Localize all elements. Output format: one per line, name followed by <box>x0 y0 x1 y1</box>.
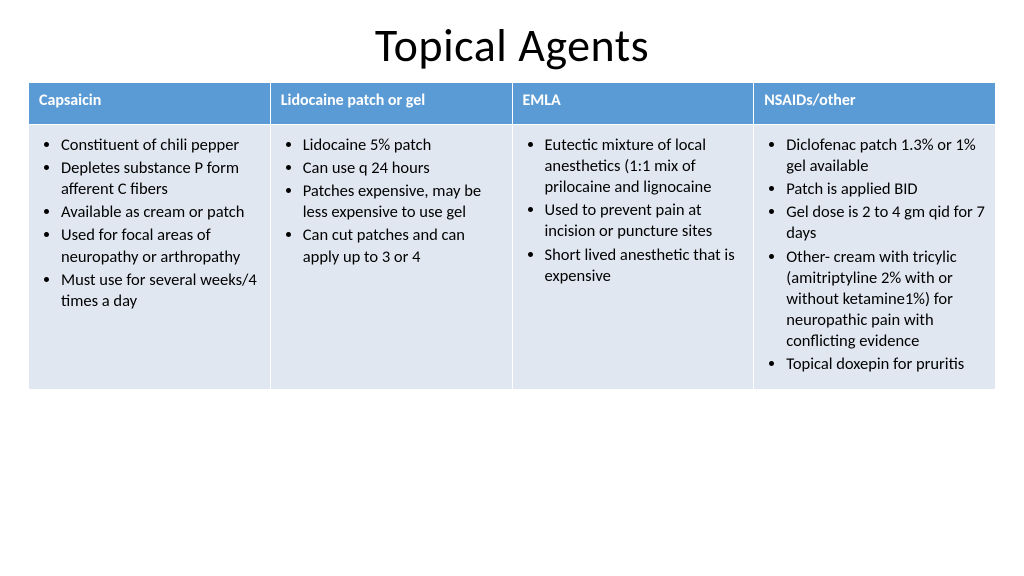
col-header-capsaicin: Capsaicin <box>29 83 271 125</box>
cell-lidocaine: Lidocaine 5% patch Can use q 24 hours Pa… <box>270 125 512 390</box>
cell-capsaicin: Constituent of chili pepper Depletes sub… <box>29 125 271 390</box>
cell-emla: Eutectic mixture of local anesthetics (1… <box>512 125 754 390</box>
bullet-item: Eutectic mixture of local anesthetics (1… <box>545 135 746 198</box>
col-header-nsaids: NSAIDs/other <box>754 83 996 125</box>
slide: Topical Agents Capsaicin Lidocaine patch… <box>0 0 1024 576</box>
bullet-item: Constituent of chili pepper <box>61 135 262 156</box>
bullet-list: Constituent of chili pepper Depletes sub… <box>37 135 262 312</box>
bullet-item: Diclofenac patch 1.3% or 1% gel availabl… <box>786 135 987 177</box>
bullet-item: Can use q 24 hours <box>303 158 504 179</box>
col-header-emla: EMLA <box>512 83 754 125</box>
table-body-row: Constituent of chili pepper Depletes sub… <box>29 125 996 390</box>
page-title: Topical Agents <box>28 18 996 74</box>
bullet-list: Lidocaine 5% patch Can use q 24 hours Pa… <box>279 135 504 268</box>
bullet-list: Diclofenac patch 1.3% or 1% gel availabl… <box>762 135 987 375</box>
bullet-item: Used to prevent pain at incision or punc… <box>545 200 746 242</box>
col-header-lidocaine: Lidocaine patch or gel <box>270 83 512 125</box>
bullet-item: Patch is applied BID <box>786 179 987 200</box>
bullet-item: Available as cream or patch <box>61 202 262 223</box>
table-header-row: Capsaicin Lidocaine patch or gel EMLA NS… <box>29 83 996 125</box>
topical-agents-table: Capsaicin Lidocaine patch or gel EMLA NS… <box>28 82 996 390</box>
bullet-item: Used for focal areas of neuropathy or ar… <box>61 225 262 267</box>
cell-nsaids: Diclofenac patch 1.3% or 1% gel availabl… <box>754 125 996 390</box>
bullet-item: Depletes substance P form afferent C fib… <box>61 158 262 200</box>
bullet-list: Eutectic mixture of local anesthetics (1… <box>521 135 746 287</box>
bullet-item: Topical doxepin for pruritis <box>786 354 987 375</box>
bullet-item: Short lived anesthetic that is expensive <box>545 245 746 287</box>
bullet-item: Must use for several weeks/4 times a day <box>61 270 262 312</box>
bullet-item: Other- cream with tricylic (amitriptylin… <box>786 247 987 353</box>
bullet-item: Lidocaine 5% patch <box>303 135 504 156</box>
bullet-item: Can cut patches and can apply up to 3 or… <box>303 225 504 267</box>
bullet-item: Patches expensive, may be less expensive… <box>303 181 504 223</box>
bullet-item: Gel dose is 2 to 4 gm qid for 7 days <box>786 202 987 244</box>
